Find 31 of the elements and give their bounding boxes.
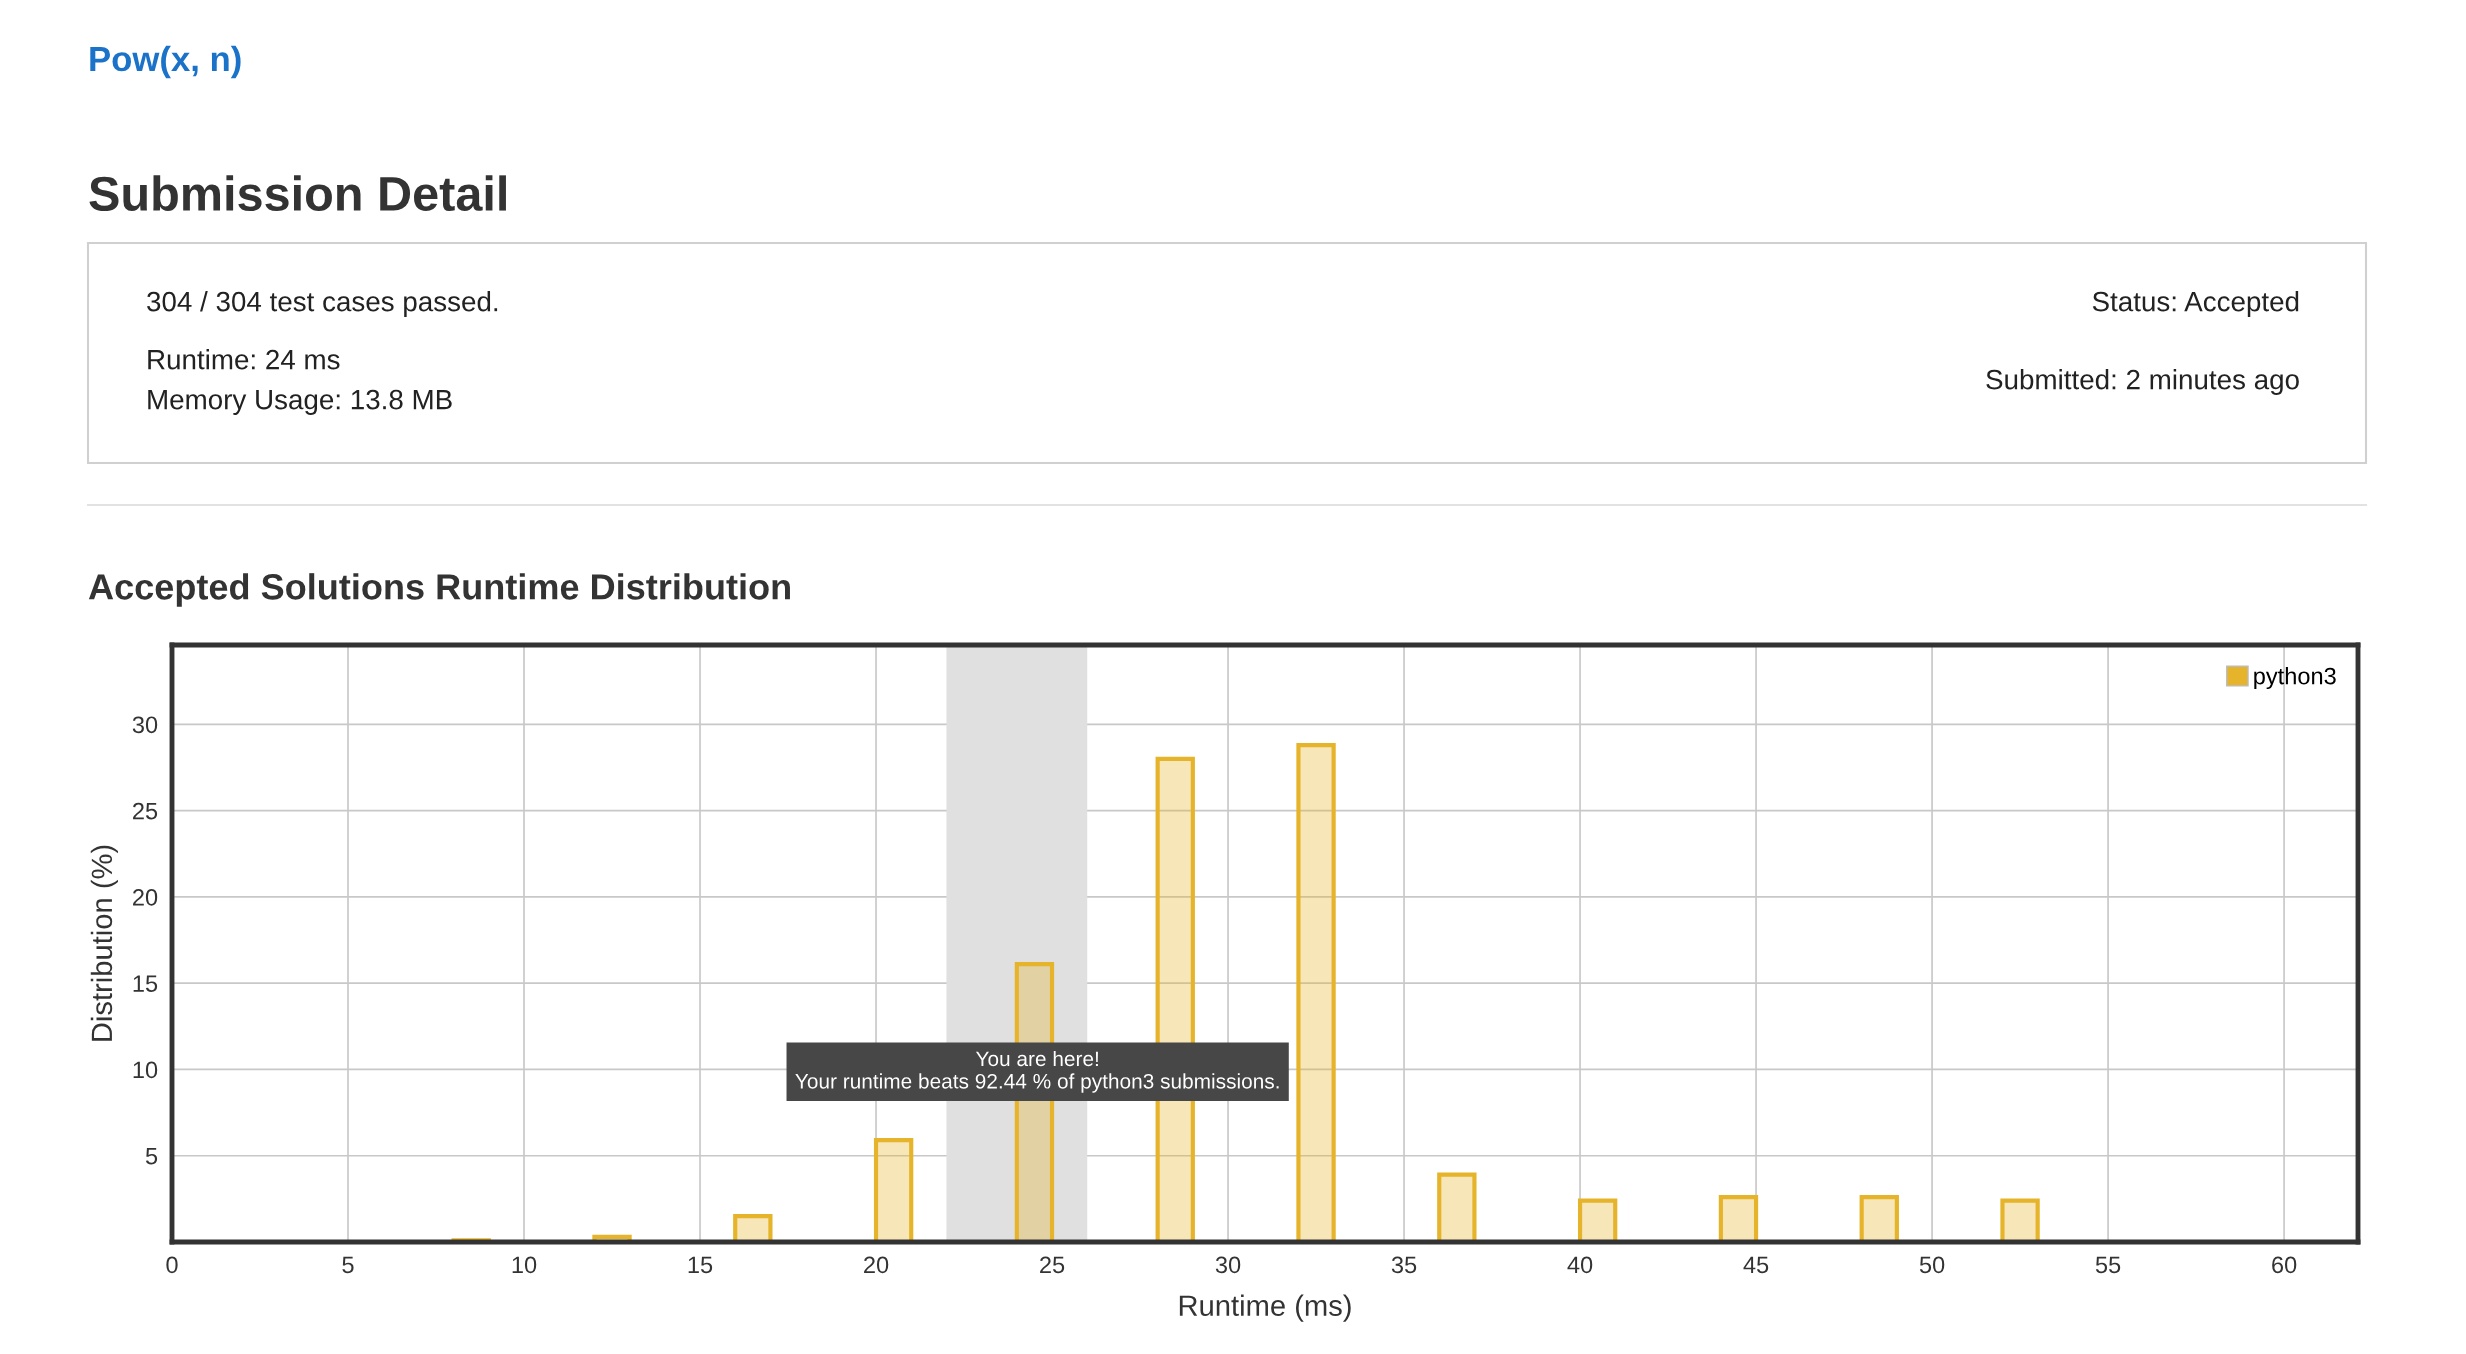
x-tick-label: 55: [2095, 1256, 2121, 1274]
text: Status: Accepted: [2092, 291, 2299, 317]
x-tick-label: 25: [1040, 1256, 1065, 1274]
y-tick-label: 25: [133, 802, 158, 820]
x-tick-label: 0: [166, 1256, 178, 1274]
annotation: You are here! Your runtime beats 92.44 % of python3 submissions.: [795, 1050, 1279, 1093]
text: Memory Usage: 13.8 MB: [148, 389, 452, 415]
x-axis-title: Runtime (ms): [1179, 1294, 1351, 1322]
x-tick-label: 50: [1919, 1256, 1945, 1274]
x-tick-label: 5: [342, 1256, 354, 1274]
text: 304 / 304 test cases passed.: [147, 291, 498, 317]
x-tick-label: 15: [688, 1256, 713, 1274]
y-axis-title: Distribution (%): [90, 845, 118, 1041]
text: Submission Detail: [89, 175, 506, 212]
x-tick-label: 35: [1391, 1256, 1417, 1274]
legend-label: python3: [2254, 667, 2336, 690]
text: Submitted: 2 minutes ago: [1986, 369, 2299, 395]
chart-title: Accepted Solutions Runtime Distribution: [88, 573, 790, 607]
x-tick-label: 40: [1567, 1256, 1593, 1274]
text: Runtime: 24 ms: [148, 349, 340, 370]
y-tick-label: 30: [132, 716, 158, 734]
y-tick-label: 10: [133, 1061, 158, 1079]
y-tick-label: 20: [133, 888, 158, 906]
x-tick-label: 45: [1743, 1256, 1769, 1274]
y-tick-label: 5: [145, 1148, 158, 1165]
y-tick-label: 15: [133, 975, 158, 992]
x-tick-label: 30: [1215, 1256, 1241, 1274]
x-tick-label: 20: [864, 1256, 889, 1274]
text: Pow(x, n): [90, 45, 241, 79]
x-tick-label: 10: [512, 1256, 537, 1274]
x-tick-label: 60: [2272, 1256, 2297, 1274]
